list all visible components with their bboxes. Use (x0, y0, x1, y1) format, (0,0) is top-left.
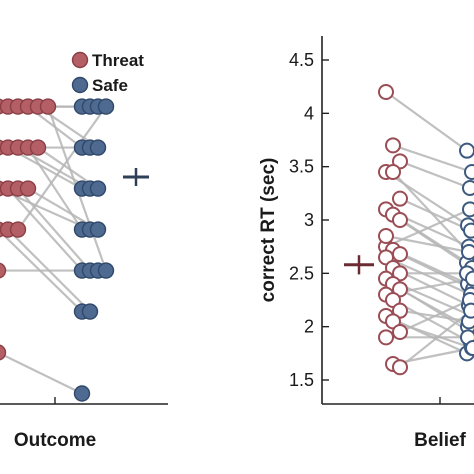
threat-point (0, 344, 7, 361)
pair-line (392, 320, 473, 350)
pair-line (17, 105, 107, 231)
legend-threat-marker (71, 51, 89, 69)
safe-point (89, 221, 107, 238)
pair-line (385, 256, 472, 296)
safe-point (465, 270, 474, 287)
threat-point (392, 359, 408, 376)
legend-safe-marker (71, 76, 89, 94)
pair-line (392, 144, 473, 174)
safe-point (81, 303, 99, 320)
right-panel: 1.5 2 2.5 3 3.5 4 4.5 Belief correct RT (sec) (258, 36, 474, 451)
y-tick-label: 2 (304, 317, 314, 337)
legend-threat-label: Threat (92, 51, 144, 70)
threat-point (9, 221, 27, 238)
safe-point (89, 180, 107, 197)
safe-point (462, 180, 474, 196)
safe-point (97, 98, 115, 115)
threat-point (392, 246, 408, 263)
safe-point (459, 142, 474, 159)
safe-point (89, 139, 107, 156)
threat-point (378, 228, 394, 244)
pair-line (385, 91, 468, 152)
safe-point (97, 262, 115, 279)
safe-point (461, 244, 474, 260)
pair-line (399, 197, 472, 232)
left-panel: Outcome Threat Safe (0, 51, 168, 451)
pair-line (385, 208, 471, 248)
pair-line (7, 187, 83, 272)
safe-point (463, 302, 474, 319)
y-tick-label: 4 (304, 103, 314, 123)
threat-point (378, 84, 394, 100)
left-points (0, 98, 115, 402)
left-difference-marker (123, 168, 149, 186)
y-tick-label: 3 (304, 210, 314, 230)
safe-point (465, 340, 474, 356)
y-tick-label: 2.5 (289, 263, 314, 283)
safe-point (464, 164, 474, 180)
threat-point (392, 190, 408, 207)
legend-safe-label: Safe (92, 76, 128, 95)
pair-line (399, 160, 471, 190)
safe-point (73, 385, 91, 402)
right-y-ticks: 1.5 2 2.5 3 3.5 4 4.5 (289, 50, 329, 390)
pair-line (399, 309, 472, 369)
pair-line (17, 187, 91, 272)
safe-point (463, 222, 474, 239)
threat-point (0, 262, 7, 279)
threat-point (39, 98, 57, 115)
pair-line (385, 234, 470, 254)
left-x-axis-label: Outcome (14, 430, 96, 451)
y-tick-label: 4.5 (289, 50, 314, 70)
right-points (378, 84, 474, 376)
threat-point (385, 164, 401, 180)
right-x-axis-label: Belief (414, 430, 466, 451)
right-y-axis-label: correct RT (sec) (258, 158, 279, 303)
safe-point (462, 201, 474, 218)
y-tick-label: 1.5 (289, 370, 314, 390)
threat-point (378, 329, 394, 346)
legend: Threat Safe (71, 51, 144, 95)
pair-line (0, 352, 83, 395)
threat-point (19, 180, 37, 197)
threat-point (385, 137, 401, 154)
threat-point (29, 139, 47, 156)
right-difference-marker (344, 255, 374, 275)
y-tick-label: 3.5 (289, 157, 314, 177)
pair-line (399, 298, 471, 334)
threat-point (392, 324, 408, 340)
threat-point (392, 212, 408, 228)
